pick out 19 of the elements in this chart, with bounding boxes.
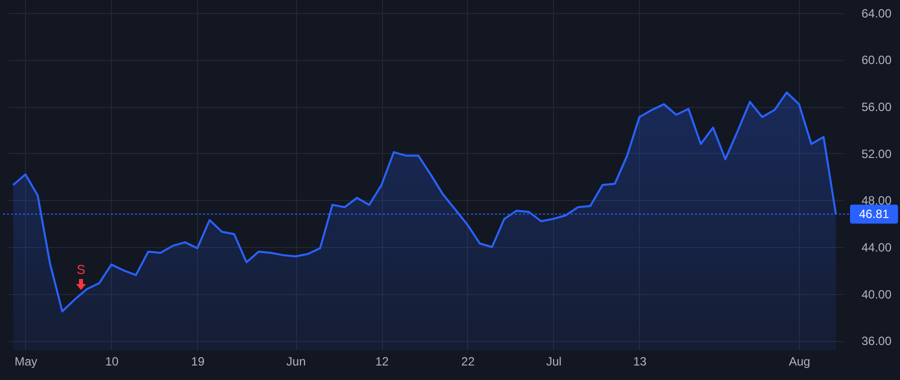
y-tick-label: 44.00 bbox=[862, 240, 892, 254]
ref-line-label: 46.81 bbox=[858, 207, 890, 222]
y-tick-label: 52.00 bbox=[862, 146, 892, 161]
y-tick-label: 56.00 bbox=[862, 100, 892, 114]
x-tick-label: 19 bbox=[191, 354, 205, 368]
y-tick-label: 60.00 bbox=[862, 53, 892, 68]
x-tick-label: 22 bbox=[461, 354, 475, 368]
y-tick-label: 36.00 bbox=[862, 334, 892, 348]
y-tick-label: 40.00 bbox=[862, 287, 892, 302]
y-tick-label: 48.00 bbox=[862, 194, 892, 208]
x-tick-label: May bbox=[14, 354, 38, 368]
x-tick-label: Jul bbox=[546, 354, 562, 368]
x-tick-label: Jun bbox=[286, 354, 306, 368]
x-tick-label: 10 bbox=[105, 354, 119, 368]
x-tick-label: 13 bbox=[633, 354, 647, 368]
y-tick-label: 64.00 bbox=[862, 6, 892, 20]
x-tick-label: 12 bbox=[375, 354, 390, 368]
x-tick-label: Aug bbox=[788, 354, 810, 368]
annotation: S bbox=[76, 262, 86, 277]
